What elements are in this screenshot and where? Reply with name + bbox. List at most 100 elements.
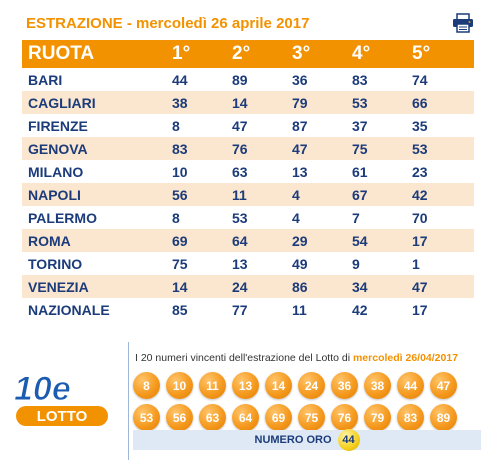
drawn-number: 14 <box>172 275 232 298</box>
drawn-number: 76 <box>232 137 292 160</box>
drawn-number: 83 <box>352 71 368 88</box>
winning-number-ball: 83 <box>397 404 424 431</box>
winning-numbers-panel: I 20 numeri vincenti dell'estrazione del… <box>128 342 487 460</box>
column-header-2: 2° <box>232 40 292 68</box>
drawn-number: 4 <box>292 183 352 206</box>
drawn-number: 67 <box>352 183 412 206</box>
numero-oro-label: NUMERO ORO <box>254 434 332 446</box>
drawn-number: 9 <box>352 255 360 272</box>
drawn-number: 8 <box>172 117 180 134</box>
drawn-number: 74 <box>412 71 428 88</box>
column-header-4: 4° <box>352 40 412 68</box>
ruota-name: GENOVA <box>22 137 172 160</box>
winning-number-ball: 69 <box>265 404 292 431</box>
table-row: TORINO 75 13 49 9 1 <box>22 252 474 275</box>
drawn-number: 56 <box>172 183 232 206</box>
column-header-1: 1° <box>172 40 232 68</box>
drawn-number: 11 <box>292 301 307 318</box>
winning-number-ball: 24 <box>298 372 325 399</box>
winning-number-ball: 75 <box>298 404 325 431</box>
drawn-number: 47 <box>412 275 474 298</box>
ruota-name: VENEZIA <box>22 275 172 298</box>
table-row: PALERMO 8 53 4 7 70 <box>22 206 474 229</box>
ruota-name: NAZIONALE <box>28 301 110 318</box>
drawn-number: 4 <box>292 209 300 226</box>
drawn-number: 10 <box>172 163 188 180</box>
table-row: NAZIONALE 85 77 11 42 17 <box>22 298 474 321</box>
ruota-name: MILANO <box>28 163 84 180</box>
winning-balls: 8 10 11 13 14 24 36 38 44 47 53 56 63 64 69 75 76 79 83 89 <box>133 372 485 431</box>
drawn-number: 13 <box>232 255 248 272</box>
table-row: GENOVA 83 76 47 75 53 <box>22 137 474 160</box>
drawn-number: 24 <box>232 275 292 298</box>
drawn-number: 66 <box>412 91 474 114</box>
drawn-number: 87 <box>292 117 308 134</box>
drawn-number: 85 <box>172 301 188 318</box>
column-header-ruota: RUOTA <box>22 40 172 68</box>
drawn-number: 44 <box>172 71 188 88</box>
drawn-number: 53 <box>412 137 474 160</box>
winning-number-ball: 47 <box>430 372 457 399</box>
drawn-number: 42 <box>352 301 368 318</box>
results-table: RUOTA 1° 2° 3° 4° 5° BARI 44 89 36 83 74 CAGLI… <box>22 40 474 321</box>
table-row: FIRENZE 8 47 87 37 35 <box>22 114 474 137</box>
drawn-number: 7 <box>352 209 360 226</box>
ruota-name: TORINO <box>28 255 83 272</box>
drawn-number: 89 <box>232 71 248 88</box>
drawn-number: 75 <box>352 137 412 160</box>
lotto-panel-section: 10e LOTTO I 20 numeri vincenti dell'estr… <box>0 340 494 474</box>
page-header: ESTRAZIONE - mercoledì 26 aprile 2017 <box>26 12 474 34</box>
caption-date: mercoledì 26/04/2017 <box>352 352 459 364</box>
winning-number-ball: 38 <box>364 372 391 399</box>
drawn-number: 37 <box>352 117 368 134</box>
drawn-number: 77 <box>232 301 248 318</box>
10elotto-logo: 10e LOTTO <box>6 358 116 438</box>
drawn-number: 14 <box>232 91 292 114</box>
page-title: ESTRAZIONE - mercoledì 26 aprile 2017 <box>26 14 310 32</box>
ruota-name: BARI <box>28 71 63 88</box>
drawn-number: 8 <box>172 209 180 226</box>
drawn-number: 11 <box>232 183 292 206</box>
winning-number-ball: 8 <box>133 372 160 399</box>
winning-number-ball: 79 <box>364 404 391 431</box>
drawn-number: 38 <box>172 91 232 114</box>
numero-oro-ball: 44 <box>337 429 360 451</box>
ruota-name: CAGLIARI <box>22 91 172 114</box>
drawn-number: 70 <box>412 209 428 226</box>
winning-number-ball: 14 <box>265 372 292 399</box>
winning-number-ball: 76 <box>331 404 358 431</box>
drawn-number: 47 <box>292 137 352 160</box>
numero-oro-bar: NUMERO ORO 44 <box>133 429 481 451</box>
winning-number-ball: 53 <box>133 404 160 431</box>
drawn-number: 1 <box>412 255 420 272</box>
table-row: ROMA 69 64 29 54 17 <box>22 229 474 252</box>
table-row: NAPOLI 56 11 4 67 42 <box>22 183 474 206</box>
winning-number-ball: 89 <box>430 404 457 431</box>
ruota-name: FIRENZE <box>28 117 88 134</box>
drawn-number: 17 <box>412 301 428 318</box>
drawn-number: 64 <box>232 229 292 252</box>
drawn-number: 34 <box>352 275 412 298</box>
drawn-number: 83 <box>172 137 232 160</box>
winning-number-ball: 11 <box>199 372 226 399</box>
drawn-number: 53 <box>232 209 248 226</box>
drawn-number: 54 <box>352 229 412 252</box>
printer-icon[interactable] <box>452 13 474 33</box>
table-row: CAGLIARI 38 14 79 53 66 <box>22 91 474 114</box>
panel-caption: I 20 numeri vincenti dell'estrazione del… <box>135 352 458 364</box>
column-header-3: 3° <box>292 40 352 68</box>
drawn-number: 36 <box>292 71 308 88</box>
winning-number-ball: 44 <box>397 372 424 399</box>
winning-number-ball: 36 <box>331 372 358 399</box>
drawn-number: 75 <box>172 255 188 272</box>
drawn-number: 29 <box>292 229 352 252</box>
winning-number-ball: 63 <box>199 404 226 431</box>
logo-text-10e: 10e <box>14 370 71 408</box>
winning-number-ball: 64 <box>232 404 259 431</box>
table-header-row: RUOTA 1° 2° 3° 4° 5° <box>22 40 474 68</box>
winning-number-ball: 56 <box>166 404 193 431</box>
drawn-number: 42 <box>412 183 474 206</box>
table-row: VENEZIA 14 24 86 34 47 <box>22 275 474 298</box>
caption-text: I 20 numeri vincenti dell'estrazione del… <box>135 352 351 364</box>
drawn-number: 23 <box>412 163 428 180</box>
